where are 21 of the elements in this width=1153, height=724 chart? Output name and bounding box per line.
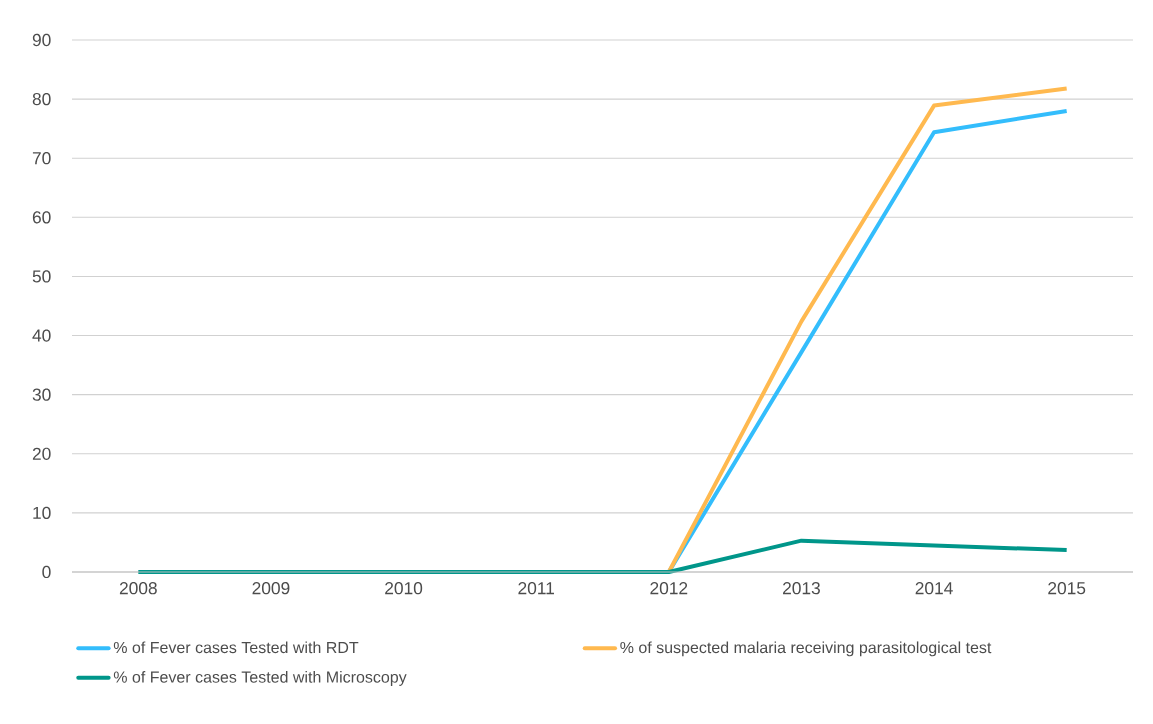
y-tick-label: 70 — [32, 152, 51, 165]
y-tick-label: 30 — [32, 388, 51, 401]
legend-label: % of Fever cases Tested with RDT — [113, 641, 359, 654]
y-tick-label: 40 — [32, 329, 51, 342]
x-tick-label: 2014 — [915, 582, 953, 595]
x-tick-label: 2011 — [518, 582, 554, 595]
y-tick-label: 80 — [32, 92, 51, 106]
legend-label: % of Fever cases Tested with Microscopy — [113, 671, 407, 686]
x-tick-label: 2013 — [783, 582, 820, 595]
y-tick-label: 10 — [33, 506, 51, 520]
x-tick-label: 2008 — [119, 582, 157, 595]
x-tick-label: 2012 — [650, 582, 688, 595]
y-tick-label: 20 — [32, 447, 51, 460]
x-tick-label: 2010 — [385, 582, 423, 595]
x-tick-label: 2015 — [1048, 582, 1086, 595]
y-tick-label: 60 — [32, 211, 51, 224]
x-tick-label: 2009 — [252, 582, 290, 595]
y-tick-label: 90 — [32, 33, 51, 47]
y-tick-label: 0 — [42, 565, 51, 579]
y-tick-label: 50 — [32, 270, 51, 283]
legend-label: % of suspected malaria receiving parasitological test — [620, 641, 992, 657]
